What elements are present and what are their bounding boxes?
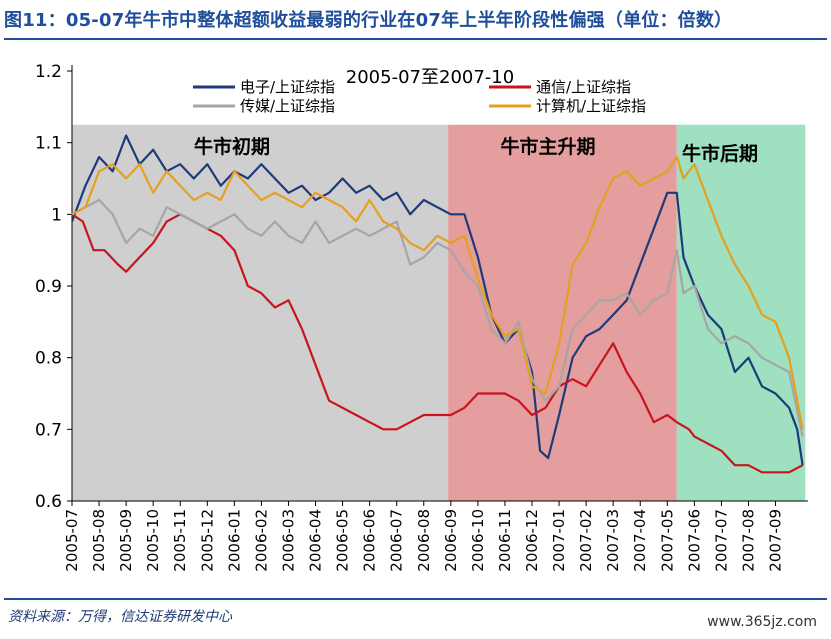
legend-label: 电子/上证综指: [240, 78, 335, 96]
x-tick-label: 2005-07: [63, 509, 81, 572]
phase-band: [72, 124, 449, 501]
x-tick-label: 2007-06: [685, 509, 703, 572]
y-tick-label: 0.7: [35, 420, 62, 440]
x-tick-label: 2007-09: [767, 509, 785, 572]
x-tick-label: 2007-01: [550, 509, 568, 572]
x-tick-label: 2007-07: [712, 509, 730, 572]
x-tick-label: 2006-07: [388, 509, 406, 572]
x-tick-label: 2006-12: [523, 509, 541, 572]
source-divider: [4, 598, 827, 600]
y-tick-label: 1.2: [35, 62, 62, 82]
legend-label: 通信/上证综指: [536, 78, 631, 96]
y-tick-label: 1: [51, 205, 62, 225]
phase-band: [676, 124, 806, 501]
legend-label: 计算机/上证综指: [536, 97, 646, 115]
x-tick-label: 2007-02: [577, 509, 595, 572]
y-tick-label: 0.8: [35, 349, 62, 369]
x-tick-label: 2005-10: [144, 509, 162, 572]
chart-svg: 0.6 0.7 0.8 0.9 1 1.1 1.2 2005-07 2005-08 2005-09…: [35, 62, 808, 572]
x-tick-label: 2006-06: [361, 509, 379, 572]
y-tick-label: 0.9: [35, 277, 62, 297]
chart-title: 2005-07至2007-10: [346, 67, 514, 88]
x-tick-label: 2007-08: [739, 509, 757, 572]
y-tick-label: 1.1: [35, 134, 62, 154]
x-tick-label: 2006-08: [415, 509, 433, 572]
watermark: www.365jz.com: [707, 614, 817, 630]
x-tick-label: 2006-09: [442, 509, 460, 572]
x-tick-label: 2007-05: [658, 509, 676, 572]
x-tick-label: 2006-03: [279, 509, 297, 572]
x-tick-label: 2006-10: [469, 509, 487, 572]
figure-title: 图11：05-07年牛市中整体超额收益最弱的行业在07年上半年阶段性偏强（单位：…: [4, 10, 733, 31]
series-line: [70, 134, 804, 466]
x-tick-label: 2007-04: [631, 509, 649, 572]
series-line: [71, 198, 804, 437]
phase-label: 牛市后期: [682, 142, 758, 165]
phase-label: 牛市初期: [194, 135, 270, 158]
x-tick-label: 2006-01: [225, 509, 243, 572]
x-tick-label: 2007-03: [604, 509, 622, 572]
x-tick-label: 2006-02: [252, 509, 270, 572]
figure-title-bar: [4, 6, 827, 40]
phase-label: 牛市主升期: [500, 135, 595, 158]
x-tick-label: 2006-05: [334, 509, 352, 572]
series-line: [71, 155, 804, 430]
x-tick-label: 2005-09: [117, 509, 135, 572]
x-tick-label: 2005-08: [90, 509, 108, 572]
x-tick-label: 2006-04: [307, 509, 325, 572]
y-tick-label: 0.6: [35, 492, 62, 512]
source-note: 资料来源：万得，信达证券研发中心: [8, 609, 232, 625]
x-tick-label: 2005-11: [171, 509, 189, 572]
x-tick-label: 2006-11: [496, 509, 514, 572]
x-tick-label: 2005-12: [198, 509, 216, 572]
legend-label: 传媒/上证综指: [240, 97, 335, 115]
